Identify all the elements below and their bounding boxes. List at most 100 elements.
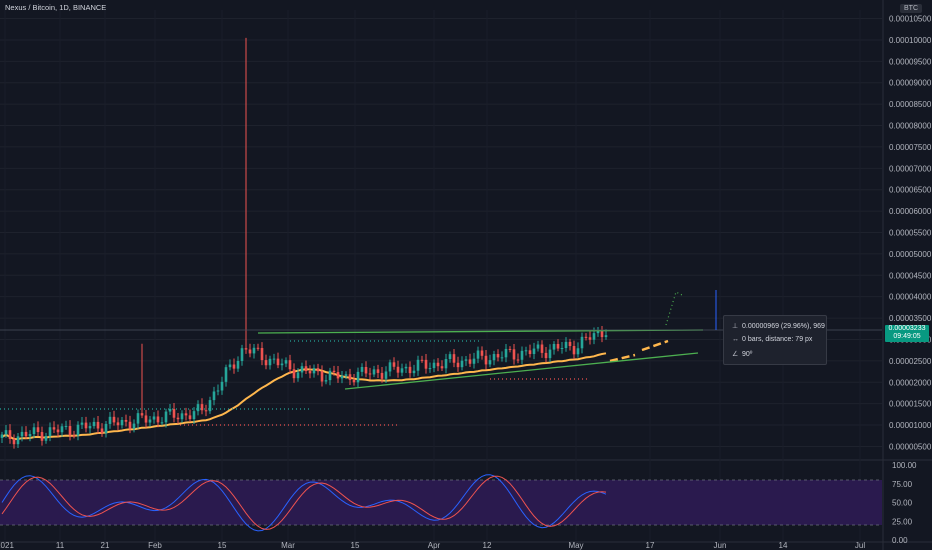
candle-body — [56, 429, 60, 433]
candle-body — [524, 350, 528, 352]
candle-body — [392, 362, 396, 367]
time-axis[interactable]: 2021 11 21 Feb 15 Mar 15 Apr 12 May 17 Jun 14 Jul — [0, 541, 865, 550]
candle-body — [168, 408, 172, 412]
y-tick-label: 0.00002500 — [889, 357, 932, 366]
candle-body — [452, 354, 456, 363]
candle-body — [304, 366, 308, 372]
x-tick-label: 15 — [351, 541, 360, 550]
candle-body — [268, 358, 272, 366]
candle-body — [280, 363, 284, 366]
candle-body — [592, 333, 596, 340]
candle-body — [192, 411, 196, 420]
candle-body — [536, 344, 540, 349]
currency-badge[interactable]: BTC — [900, 4, 922, 13]
candle-body — [532, 348, 536, 355]
last-price-value: 0.00003233 — [888, 325, 926, 332]
candle-body — [476, 350, 480, 359]
candle-body — [44, 436, 48, 441]
rsi-tick-label: 50.00 — [892, 499, 913, 508]
candle-body — [552, 343, 556, 350]
candle-body — [500, 357, 504, 359]
ma-projection — [609, 339, 669, 363]
x-tick-label: 17 — [646, 541, 655, 550]
rsi-tick-label: 25.00 — [892, 517, 913, 526]
candle-body — [180, 413, 184, 420]
candle-body — [220, 381, 224, 391]
rsi-tick-label: 0.00 — [892, 536, 908, 545]
candles — [0, 37, 608, 449]
candle-body — [360, 366, 364, 372]
symbol-title[interactable]: Nexus / Bitcoin, 1D, BINANCE — [5, 3, 107, 12]
candle-body — [292, 369, 296, 379]
x-tick-label: 11 — [56, 541, 65, 550]
candle-body — [112, 416, 116, 423]
candle-body — [172, 408, 176, 418]
candle-body — [136, 413, 140, 424]
candle-body — [312, 368, 316, 374]
y-tick-label: 0.00005000 — [889, 250, 932, 259]
candle-body — [512, 349, 516, 360]
y-tick-label: 0.00009500 — [889, 57, 932, 66]
candle-body — [604, 335, 608, 338]
candle-body — [564, 341, 568, 349]
candle-body — [32, 427, 36, 435]
y-tick-label: 0.00006500 — [889, 186, 932, 195]
candle-body — [460, 360, 464, 368]
projection-arrow — [665, 291, 685, 326]
candle-body — [236, 360, 240, 369]
stoch-d-line — [1, 475, 607, 530]
candle-body — [300, 366, 304, 373]
candle-body — [72, 435, 76, 437]
candle-body — [92, 421, 96, 427]
candle-body — [436, 362, 440, 367]
y-tick-label: 0.00005500 — [889, 229, 932, 238]
candle-body — [528, 350, 532, 355]
candle-body — [100, 428, 104, 434]
y-tick-label: 0.00008000 — [889, 122, 932, 131]
x-tick-label: Jun — [714, 541, 727, 550]
candle-body — [88, 426, 92, 429]
candle-body — [456, 362, 460, 368]
candle-body — [544, 352, 548, 359]
candle-body — [316, 368, 320, 372]
bar-countdown: 09:49:05 — [893, 333, 921, 340]
candle-body — [472, 358, 476, 364]
candle-body — [184, 413, 188, 416]
candle-body — [340, 375, 344, 379]
candle-body — [584, 336, 588, 338]
rsi-tick-label: 100.00 — [892, 461, 917, 470]
candle-body — [52, 427, 56, 430]
upper-trendline — [257, 329, 704, 334]
height-icon: ⊥ — [732, 323, 739, 330]
candle-body — [260, 348, 264, 361]
price-axis[interactable]: 0.00010500 0.00010000 0.00009500 0.00009000… — [889, 15, 932, 545]
candle-body — [368, 373, 372, 375]
y-tick-label: 0.00003500 — [889, 314, 932, 323]
candle-body — [324, 380, 328, 382]
x-tick-label: 21 — [101, 541, 110, 550]
candle-body — [396, 366, 400, 373]
measure-change: 0.00000969 (29.96%), 969 — [742, 323, 825, 330]
y-tick-label: 0.00008500 — [889, 100, 932, 109]
candle-body — [176, 417, 180, 420]
candle-body — [4, 430, 8, 435]
candle-body — [308, 371, 312, 374]
x-tick-label: Feb — [148, 541, 162, 550]
candle-body — [348, 374, 352, 380]
candle-body — [160, 422, 164, 424]
bars-icon: ↔ — [732, 336, 739, 343]
candle-body — [344, 374, 348, 376]
x-tick-label: 15 — [218, 541, 227, 550]
measure-bars: 0 bars, distance: 79 px — [742, 336, 813, 343]
candle-body — [64, 426, 68, 428]
candle-body — [372, 369, 376, 375]
candle-body — [256, 347, 260, 349]
y-tick-label: 0.00007500 — [889, 143, 932, 152]
candle-body — [200, 404, 204, 411]
candle-body — [412, 370, 416, 374]
candle-body — [48, 427, 52, 437]
y-tick-label: 0.00002000 — [889, 378, 932, 387]
candle-body — [540, 344, 544, 353]
